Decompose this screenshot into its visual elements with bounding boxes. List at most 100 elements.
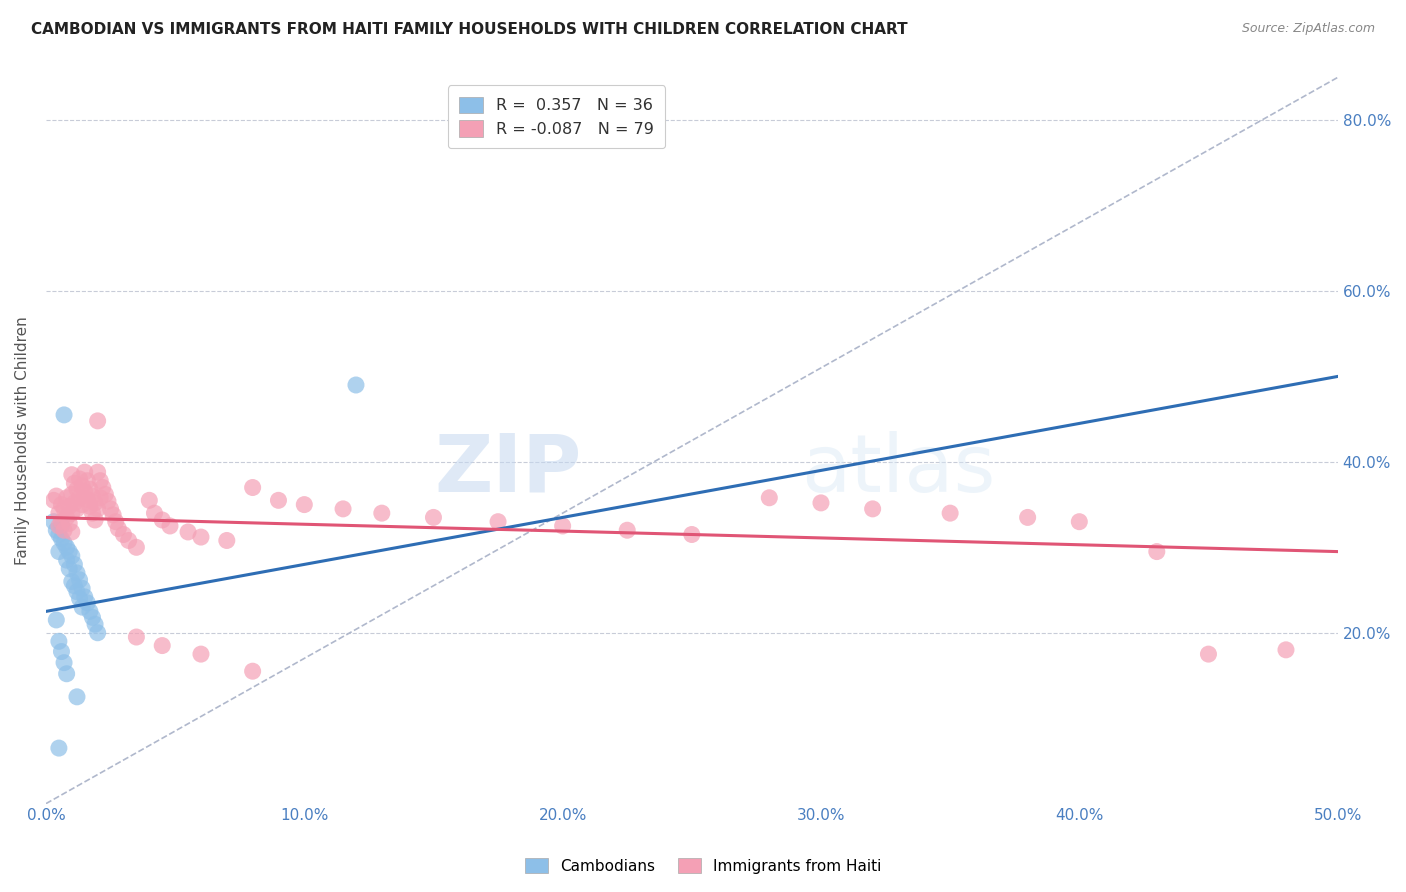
Point (150, 513, 173, 527)
Point (112, 527, 135, 541)
Point (66, 482, 89, 496)
Point (58, 544, 80, 558)
Point (1146, 544, 1168, 558)
Point (1198, 647, 1220, 661)
Point (190, 647, 212, 661)
Point (82, 489, 104, 503)
Text: Source: ZipAtlas.com: Source: ZipAtlas.com (1241, 22, 1375, 36)
Point (58, 516, 80, 531)
Point (66, 566, 89, 580)
Point (73, 484, 96, 499)
Point (51, 519, 73, 533)
Point (63, 579, 86, 593)
Point (422, 510, 444, 524)
Point (66, 501, 89, 516)
Point (63, 496, 86, 510)
Point (48, 527, 70, 541)
Point (69, 573, 91, 587)
Point (94, 487, 117, 501)
Point (76, 492, 98, 507)
Point (45, 523, 67, 537)
Point (107, 522, 129, 536)
Point (100, 501, 122, 516)
Point (138, 493, 160, 508)
Point (104, 515, 127, 529)
Point (69, 591, 91, 606)
Point (332, 501, 354, 516)
Point (242, 664, 264, 678)
Point (53, 523, 76, 537)
Point (48, 544, 70, 558)
Point (91, 481, 114, 495)
Point (51, 498, 73, 512)
Legend: Cambodians, Immigrants from Haiti: Cambodians, Immigrants from Haiti (519, 852, 887, 880)
Point (84, 513, 107, 527)
Point (1069, 515, 1091, 529)
Point (1275, 643, 1298, 657)
Point (939, 506, 962, 520)
Point (86, 465, 108, 479)
Point (73, 590, 96, 604)
Point (79, 604, 101, 618)
Point (45, 489, 67, 503)
Point (150, 639, 173, 653)
Point (45, 613, 67, 627)
Point (143, 506, 166, 520)
Point (70, 498, 93, 512)
Point (117, 533, 139, 548)
Point (292, 498, 315, 512)
Point (79, 500, 101, 514)
Point (1017, 510, 1039, 524)
Text: CAMBODIAN VS IMMIGRANTS FROM HAITI FAMILY HOUSEHOLDS WITH CHILDREN CORRELATION C: CAMBODIAN VS IMMIGRANTS FROM HAITI FAMIL… (31, 22, 907, 37)
Point (76, 596, 98, 610)
Point (60, 574, 83, 589)
Point (60, 506, 83, 520)
Point (159, 519, 181, 533)
Point (58, 500, 80, 514)
Point (616, 523, 638, 537)
Point (70, 479, 93, 493)
Point (60, 487, 83, 501)
Point (125, 541, 148, 555)
Point (42, 493, 65, 508)
Point (89, 474, 111, 488)
Point (58, 562, 80, 576)
Point (125, 630, 148, 644)
Point (177, 524, 200, 539)
Point (53, 408, 76, 422)
Point (55, 541, 77, 555)
Point (101, 508, 124, 522)
Point (42, 515, 65, 529)
Point (63, 558, 86, 572)
Text: atlas: atlas (801, 431, 995, 508)
Point (53, 656, 76, 670)
Point (55, 491, 77, 505)
Point (66, 584, 89, 599)
Point (681, 527, 703, 541)
Point (60, 524, 83, 539)
Point (810, 496, 832, 510)
Point (371, 506, 394, 520)
Y-axis label: Family Households with Children: Family Households with Children (15, 316, 30, 565)
Point (60, 467, 83, 482)
Point (84, 617, 107, 632)
Point (55, 510, 77, 524)
Point (69, 472, 91, 486)
Point (79, 482, 101, 496)
Point (86, 625, 108, 640)
Point (86, 414, 108, 428)
Point (70, 582, 93, 596)
Point (551, 519, 574, 533)
Point (82, 610, 104, 624)
Point (215, 533, 238, 548)
Point (486, 515, 509, 529)
Legend: R =  0.357   N = 36, R = -0.087   N = 79: R = 0.357 N = 36, R = -0.087 N = 79 (449, 86, 665, 148)
Point (48, 506, 70, 520)
Point (862, 501, 884, 516)
Point (97, 494, 120, 508)
Point (69, 491, 91, 505)
Point (63, 476, 86, 491)
Point (242, 481, 264, 495)
Point (48, 634, 70, 648)
Text: ZIP: ZIP (434, 431, 582, 508)
